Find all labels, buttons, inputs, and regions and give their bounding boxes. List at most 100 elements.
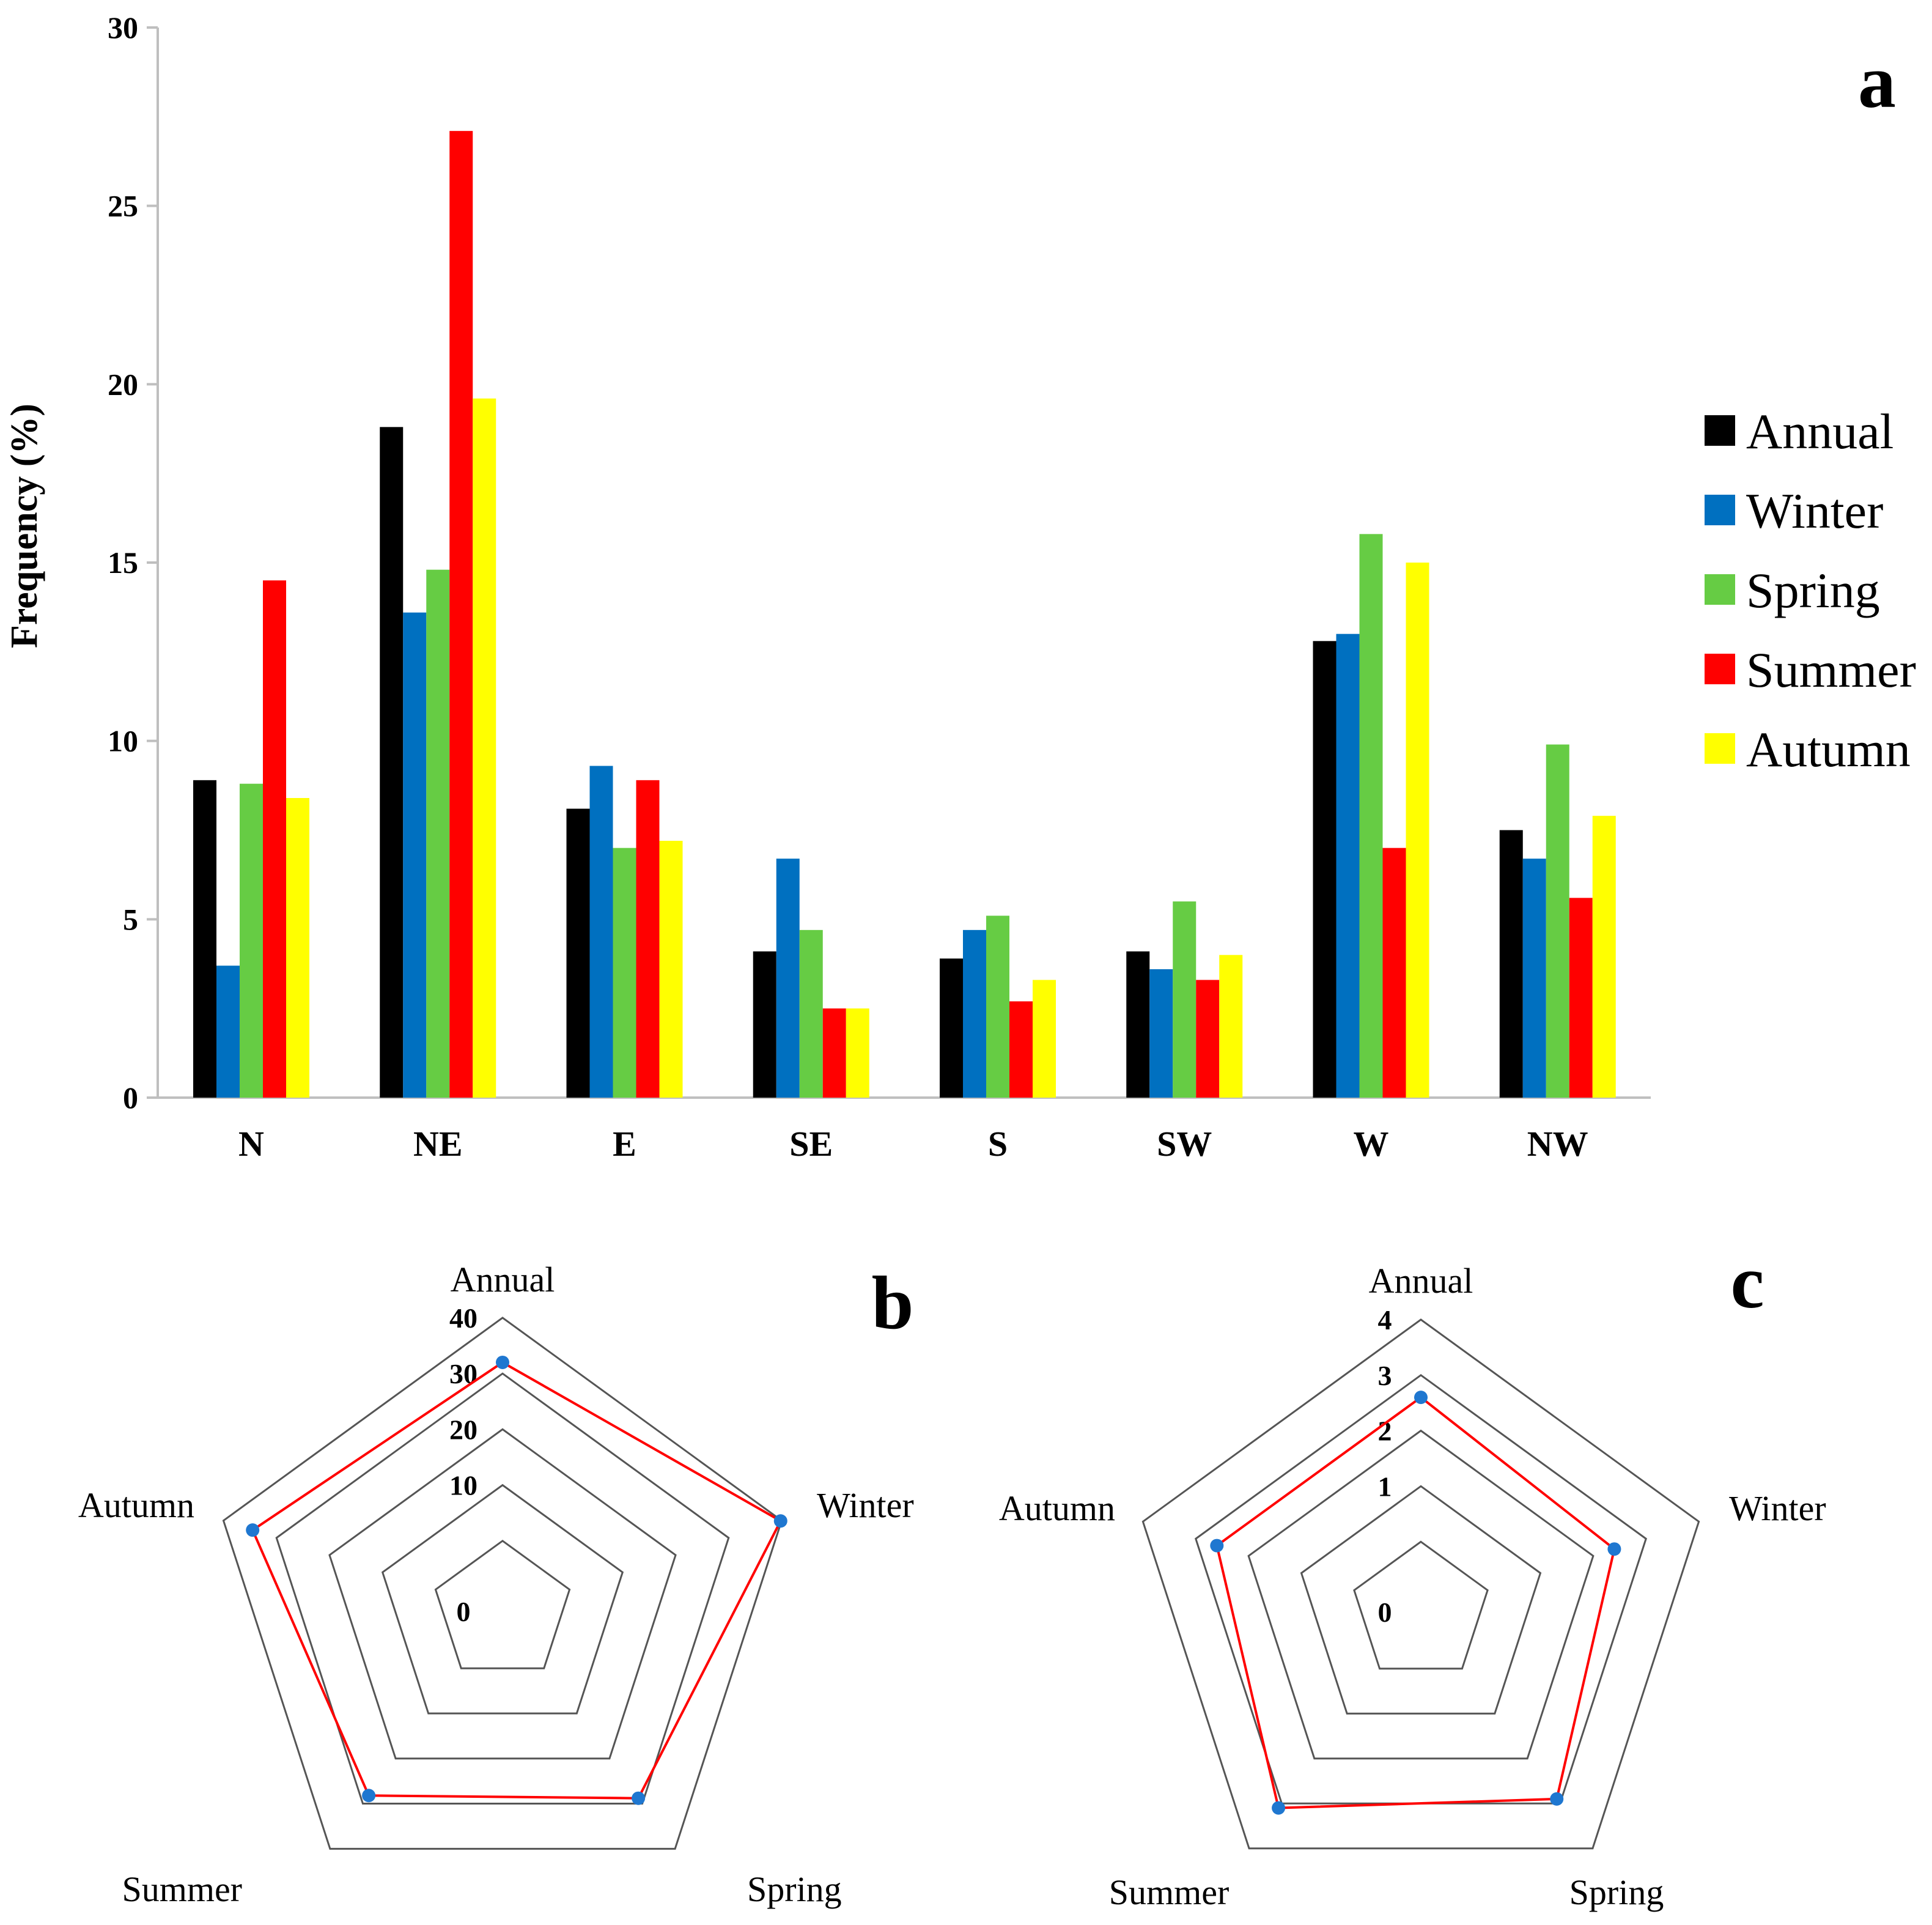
legend-swatch-spring: [1705, 574, 1735, 605]
bar-spring-e: [613, 848, 636, 1098]
radar-point-annual: [496, 1355, 509, 1369]
x-tick-label: N: [238, 1124, 264, 1164]
bar-spring-se: [799, 929, 823, 1098]
bar-series: [193, 131, 1616, 1098]
radar-tick-label: 4: [1378, 1304, 1392, 1336]
x-tick-label: W: [1354, 1124, 1389, 1164]
legend-label-autumn: Autumn: [1746, 722, 1911, 777]
radar-series-line: [251, 1361, 783, 1800]
bar-annual-nw: [1499, 830, 1523, 1098]
radar-axis-label-summer: Summer: [1109, 1872, 1230, 1912]
radar-grid-ring: [434, 1539, 571, 1669]
bar-winter-n: [216, 966, 240, 1098]
radar-point-autumn: [246, 1523, 260, 1537]
legend-label-summer: Summer: [1746, 642, 1916, 698]
radar-point-summer: [1272, 1801, 1286, 1815]
legend-label-annual: Annual: [1746, 404, 1893, 459]
bar-autumn-sw: [1219, 955, 1243, 1098]
radar-grid-ring: [275, 1372, 730, 1805]
y-tick-labels: 0 5 10 15 20 25 30: [108, 10, 158, 1115]
y-tick-label: 25: [108, 189, 138, 223]
x-tick-label: SE: [789, 1124, 833, 1164]
legend-swatch-summer: [1705, 654, 1735, 684]
bar-annual-ne: [380, 427, 404, 1098]
x-tick-label: NE: [413, 1124, 463, 1164]
y-axis-label: Frequency (%): [4, 404, 45, 648]
bar-autumn-w: [1406, 563, 1429, 1098]
radar-point-winter: [773, 1514, 787, 1528]
bar-annual-s: [940, 958, 963, 1098]
radar-axis-label-autumn: Autumn: [999, 1488, 1115, 1528]
radar-tick-label: 20: [449, 1414, 477, 1445]
radar-tick-label: 0: [457, 1596, 471, 1627]
bar-summer-se: [822, 1008, 846, 1098]
bar-autumn-se: [846, 1008, 869, 1098]
x-tick-labels: N NE E SE S SW W NW: [238, 1124, 1588, 1164]
radar-tick-label: 30: [449, 1358, 477, 1389]
y-tick-label: 10: [108, 724, 138, 758]
radar-tick-label: 2: [1378, 1416, 1392, 1447]
radar-grid-ring: [381, 1483, 624, 1715]
bar-winter-se: [776, 859, 800, 1098]
bar-annual-n: [193, 780, 216, 1098]
x-tick-label: E: [613, 1124, 636, 1164]
bar-autumn-s: [1033, 980, 1056, 1098]
radar-axis-label-summer: Summer: [122, 1869, 242, 1909]
panel-label-b: b: [872, 1261, 914, 1345]
x-tick-label: NW: [1527, 1124, 1588, 1164]
legend-label-winter: Winter: [1746, 483, 1883, 539]
radar-grid-ring: [1353, 1540, 1489, 1670]
legend-swatch-autumn: [1705, 733, 1735, 764]
radar-point-summer: [362, 1789, 376, 1803]
bar-autumn-n: [286, 798, 309, 1098]
x-tick-label: S: [988, 1124, 1008, 1164]
y-tick-label: 15: [108, 545, 138, 580]
x-tick-label: SW: [1157, 1124, 1212, 1164]
bar-winter-s: [963, 929, 986, 1098]
radar-axis-label-annual: Annual: [451, 1260, 555, 1299]
y-tick-label: 5: [123, 902, 138, 936]
legend-label-spring: Spring: [1746, 563, 1880, 618]
radar-tick-label: 3: [1378, 1360, 1392, 1391]
bar-winter-nw: [1522, 859, 1546, 1098]
legend-swatch-winter: [1705, 495, 1735, 525]
radar-tick-label: 40: [449, 1302, 477, 1334]
bar-spring-sw: [1173, 901, 1196, 1098]
bar-summer-n: [263, 580, 286, 1098]
radar-tick-label: 10: [449, 1470, 477, 1501]
radar-grid-ring: [1141, 1318, 1700, 1850]
radar-axis-label-spring: Spring: [747, 1869, 842, 1909]
bar-winter-ne: [403, 612, 427, 1098]
bar-spring-s: [986, 915, 1009, 1098]
y-tick-label: 20: [108, 367, 138, 401]
bar-autumn-ne: [473, 398, 496, 1098]
bar-autumn-e: [659, 841, 683, 1098]
bar-annual-e: [566, 808, 590, 1098]
panel-label-c: c: [1730, 1240, 1764, 1324]
radar-series-line: [1215, 1395, 1616, 1809]
bar-summer-sw: [1196, 980, 1220, 1098]
radar-axis-label-annual: Annual: [1369, 1261, 1473, 1301]
radar-point-spring: [632, 1791, 646, 1805]
bar-summer-e: [636, 780, 660, 1098]
radar-axis-label-winter: Winter: [817, 1485, 914, 1525]
radar-point-winter: [1607, 1542, 1621, 1556]
bar-summer-nw: [1569, 898, 1593, 1098]
radar-tick-label: 0: [1378, 1597, 1392, 1628]
radar-axis-label-autumn: Autumn: [78, 1485, 194, 1525]
legend-swatch-annual: [1705, 415, 1735, 446]
bar-summer-s: [1009, 1001, 1033, 1098]
bar-winter-w: [1336, 634, 1360, 1098]
radar-point-autumn: [1210, 1539, 1224, 1553]
radar-grid-ring: [1247, 1429, 1595, 1760]
bar-annual-sw: [1126, 951, 1150, 1098]
bar-winter-sw: [1149, 969, 1173, 1098]
bar-summer-w: [1382, 848, 1406, 1098]
bar-winter-e: [589, 766, 613, 1098]
radar-grid-ring: [222, 1317, 783, 1850]
y-tick-label: 30: [108, 10, 138, 45]
bar-spring-n: [240, 783, 263, 1098]
